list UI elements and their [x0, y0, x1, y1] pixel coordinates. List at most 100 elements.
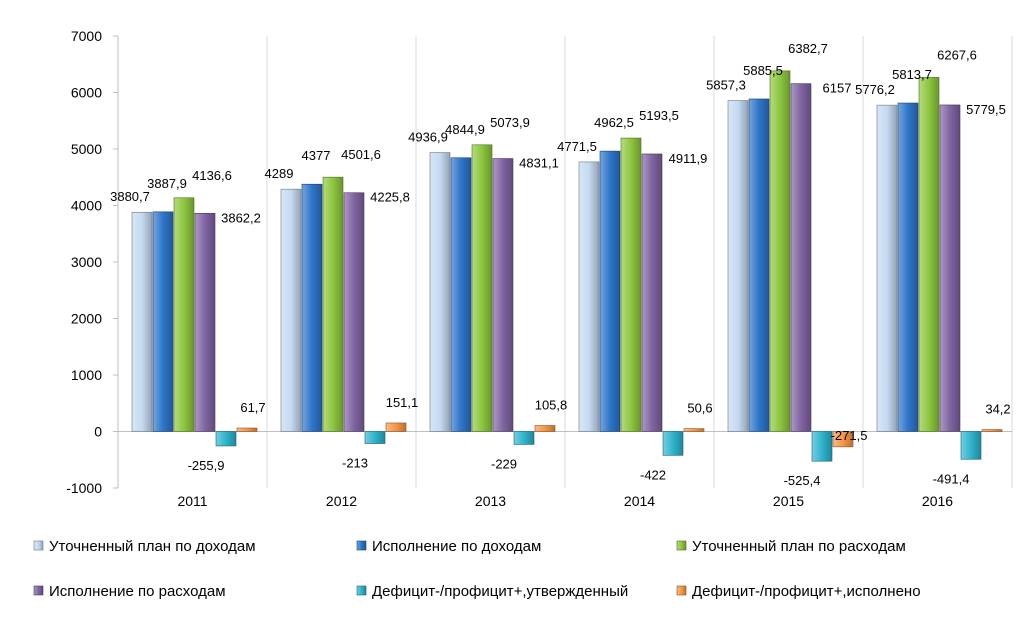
legend-label: Исполнение по доходам: [372, 538, 541, 555]
legend-swatch: [356, 585, 367, 596]
data-label: 4136,6: [192, 168, 232, 183]
bar: [471, 144, 493, 432]
y-tick-label: 1000: [71, 367, 102, 383]
bar: [301, 183, 323, 432]
bar: [322, 176, 344, 432]
data-label: 50,6: [687, 401, 712, 416]
bar: [727, 100, 749, 432]
bar: [513, 431, 535, 445]
bar: [683, 428, 705, 432]
y-tick-label: 6000: [71, 85, 102, 101]
legend-swatch: [33, 540, 44, 551]
data-label: -229: [491, 456, 517, 471]
y-tick-label: 7000: [71, 28, 102, 44]
data-label: 4844,9: [445, 122, 485, 137]
bar: [832, 431, 854, 448]
legend: Уточненный план по доходам Исполнение по …: [33, 538, 921, 600]
bar: [769, 70, 791, 432]
bar: [280, 188, 302, 432]
data-label: -422: [640, 467, 666, 482]
x-tick-label: 2013: [475, 493, 506, 509]
bar: [215, 431, 237, 447]
data-label: 6267,6: [937, 47, 977, 62]
bar: [534, 425, 556, 432]
x-tick-label: 2015: [773, 493, 804, 509]
data-label: 34,2: [985, 402, 1010, 417]
data-label: 4225,8: [370, 190, 410, 205]
data-label: 61,7: [240, 400, 265, 415]
y-tick-label: 5000: [71, 141, 102, 157]
data-label: 3887,9: [147, 176, 187, 191]
data-label: -491,4: [933, 471, 970, 486]
x-tick-label: 2016: [922, 493, 953, 509]
legend-label: Дефицит-/профицит+,исполнено: [692, 583, 921, 600]
bar: [641, 153, 663, 432]
legend-label: Дефицит-/профицит+,утвержденный: [372, 583, 628, 600]
x-tick-label: 2014: [624, 493, 655, 509]
legend-swatch: [676, 585, 687, 596]
data-label: 4911,9: [669, 151, 708, 166]
bar: [790, 83, 812, 432]
bar: [385, 422, 407, 432]
data-label: 4501,6: [341, 147, 381, 162]
legend-label: Уточненный план по расходам: [692, 538, 906, 555]
data-label: 3862,2: [221, 210, 261, 225]
data-label: 105,8: [535, 398, 568, 413]
bar: [897, 102, 919, 432]
bar: [194, 212, 216, 432]
bar: [876, 104, 898, 432]
bar: [981, 429, 1003, 432]
data-label: 6382,7: [788, 41, 828, 56]
data-label: 5779,5: [966, 102, 1006, 117]
legend-swatch: [676, 540, 687, 551]
bar: [599, 150, 621, 432]
bar: [620, 137, 642, 432]
y-tick-label: 0: [94, 424, 102, 440]
y-tick-label: 3000: [71, 254, 102, 270]
legend-swatch: [33, 585, 44, 596]
data-label: -255,9: [188, 458, 225, 473]
data-label: 4377: [302, 148, 331, 163]
bar: [748, 98, 770, 432]
data-label: 5776,2: [855, 82, 895, 97]
bar: [131, 211, 153, 432]
data-label: 5193,5: [639, 108, 679, 123]
bar: [939, 104, 961, 432]
legend-label: Исполнение по расходам: [49, 583, 226, 600]
bar: [364, 431, 386, 444]
bar: [236, 427, 258, 432]
data-label: 151,1: [386, 395, 419, 410]
bar: [960, 431, 982, 460]
grid-lines: [117, 36, 1013, 488]
data-label: 6157: [823, 81, 852, 96]
data-label: 4831,1: [519, 156, 559, 171]
bar: [811, 431, 833, 462]
y-tick-label: 4000: [71, 198, 102, 214]
bar: [662, 431, 684, 456]
data-label: 4936,9: [408, 130, 448, 145]
data-label: 5857,3: [706, 78, 746, 93]
bar: [343, 192, 365, 432]
data-label: 4289: [265, 166, 294, 181]
bars: [131, 70, 1003, 462]
bar: [429, 152, 451, 432]
data-label: 5885,5: [743, 63, 783, 78]
data-label: -525,4: [784, 473, 821, 488]
data-label: 4771,5: [557, 139, 597, 154]
data-label: 3880,7: [110, 189, 150, 204]
data-label: 4962,5: [594, 115, 634, 130]
axes: -1000 0 1000 2000 3000 4000 5000 6000 7000 2011 20…: [66, 28, 1012, 509]
bar: [578, 161, 600, 432]
x-tick-label: 2012: [326, 493, 357, 509]
legend-swatch: [356, 540, 367, 551]
bar: [450, 157, 472, 432]
bar: [152, 211, 174, 432]
y-tick-label: -1000: [66, 480, 102, 496]
bar: [492, 158, 514, 432]
data-label: -213: [342, 456, 368, 471]
data-label: 5813,7: [892, 67, 932, 82]
x-tick-label: 2011: [177, 493, 207, 509]
legend-label: Уточненный план по доходам: [49, 538, 256, 555]
